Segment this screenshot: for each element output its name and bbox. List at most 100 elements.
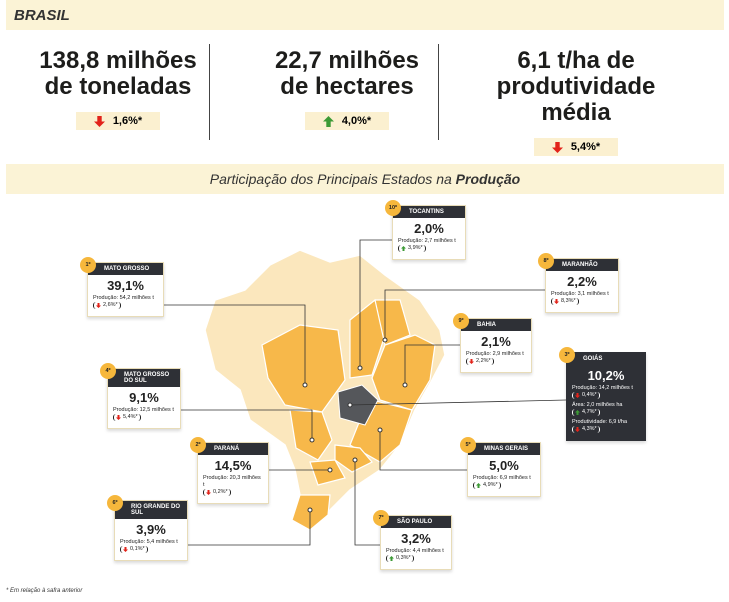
leader-dot <box>307 507 313 513</box>
state-share: 10,2% <box>587 368 625 383</box>
state-rank: 1º <box>80 257 96 273</box>
header-title: BRASIL <box>14 7 70 24</box>
state-detail: Produção: 20,3 milhões t 0,2%* <box>198 475 268 503</box>
trend-arrow <box>469 359 474 364</box>
detail-change: 2,6%* <box>93 302 121 309</box>
leader-dot <box>347 402 353 408</box>
leader-line <box>349 399 567 406</box>
kpi-value: produtividade média <box>496 73 656 126</box>
change-badge: 5,4%* <box>533 138 619 156</box>
state-share: 39,1% <box>107 278 144 293</box>
state-card: 7º SÃO PAULO 3,2% Produção: 4,4 milhões t 0,… <box>373 510 452 570</box>
leader-line <box>359 239 392 368</box>
state-name: MATO GROSSO DO SUL <box>108 369 180 387</box>
state-share: 3,2% <box>401 531 431 546</box>
state-card: 1º MATO GROSSO 39,1% Produção: 54,2 milhões… <box>80 257 164 317</box>
trend-arrow <box>575 427 580 432</box>
state-detail: Área: 2,0 milhões ha 4,7%* <box>567 402 645 419</box>
kpi-value: de toneladas <box>44 73 192 100</box>
detail-text: Produção: 3,1 milhões t <box>551 291 609 297</box>
detail-change: 4,9%* <box>473 482 501 489</box>
state-share: 2,2% <box>567 274 597 289</box>
state-rank: 5º <box>460 437 476 453</box>
trend-arrow <box>551 141 563 153</box>
leader-dot <box>382 337 388 343</box>
header-bar: BRASIL <box>6 0 724 30</box>
trend-arrow <box>116 415 121 420</box>
detail-change: 3,9%* <box>398 245 426 252</box>
state-detail: Produção: 54,2 milhões t 2,6%* <box>88 295 163 316</box>
detail-text: Produção: 2,7 milhões t <box>398 238 456 244</box>
leader-dot <box>302 382 308 388</box>
state-rank: 9º <box>453 313 469 329</box>
detail-change: 8,3%* <box>551 298 579 305</box>
change-text: 1,6%* <box>112 115 143 127</box>
state-detail: Produção: 12,5 milhões t 5,4%* <box>108 407 180 428</box>
detail-change: 0,3%* <box>386 555 414 562</box>
detail-text: Produção: 2,9 milhões t <box>466 351 524 357</box>
detail-change: 0,1%* <box>120 546 148 553</box>
change-text: 4,0%* <box>341 115 372 127</box>
state-shape <box>371 334 436 411</box>
leader-dot <box>327 467 333 473</box>
state-name: MINAS GERAIS <box>468 443 540 455</box>
trend-arrow <box>389 556 394 561</box>
state-shape <box>374 299 411 346</box>
kpi-value: 6,1 t/ha de <box>517 47 635 74</box>
detail-change: 0,4%* <box>572 392 600 399</box>
state-card: 8º MARANHÃO 2,2% Produção: 3,1 milhões t 8,3… <box>538 253 619 313</box>
detail-change: 4,7%* <box>572 409 600 416</box>
change-text: 2,2%* <box>476 358 491 364</box>
detail-change: 4,3%* <box>572 426 600 433</box>
state-card: 4º MATO GROSSO DO SUL 9,1% Produção: 12,5 m… <box>100 363 181 429</box>
leader-dot <box>377 427 383 433</box>
state-share: 5,0% <box>489 458 519 473</box>
divider <box>209 44 210 140</box>
state-name: SÃO PAULO <box>381 516 451 528</box>
state-share: 9,1% <box>129 390 159 405</box>
state-name: PARANÁ <box>198 443 268 455</box>
detail-text: Produção: 5,4 milhões t <box>120 539 178 545</box>
leader-line <box>379 430 467 471</box>
state-share: 2,0% <box>414 221 444 236</box>
change-text: 5,4%* <box>123 414 138 420</box>
state-name: MARANHÃO <box>546 259 618 271</box>
state-detail: Produção: 3,1 milhões t 8,3%* <box>546 291 618 312</box>
state-share: 14,5% <box>214 458 252 473</box>
state-shape <box>309 459 346 486</box>
leader-line <box>179 409 313 440</box>
state-detail: Produção: 5,4 milhões t 0,1%* <box>115 539 187 560</box>
change-text: 0,1%* <box>130 546 145 552</box>
detail-text: Produção: 6,9 milhões t <box>473 475 531 481</box>
detail-text: Produção: 4,4 milhões t <box>386 548 444 554</box>
leader-line <box>384 289 545 340</box>
state-card: 3º GOIÁS 10,2% Produção: 14,2 milhões t 0,4%… <box>559 347 646 441</box>
leader-line <box>186 510 311 546</box>
change-text: 0,3%* <box>396 555 411 561</box>
detail-text: Produção: 54,2 milhões t <box>93 295 154 301</box>
detail-text: Produção: 20,3 milhões t <box>203 475 261 488</box>
state-detail: Produtividade: 6,9 t/ha 4,3%* <box>567 419 645 440</box>
state-rank: 10º <box>385 200 401 216</box>
detail-change: 5,4%* <box>113 414 141 421</box>
state-shape <box>289 409 333 461</box>
trend-arrow <box>554 299 559 304</box>
leader-dot <box>402 382 408 388</box>
state-detail: Produção: 2,7 milhões t 3,9%* <box>393 238 465 259</box>
leader-dot <box>352 457 358 463</box>
change-text: 0,2%* <box>213 489 228 495</box>
trend-arrow <box>123 547 128 552</box>
state-card: 6º RIO GRANDE DO SUL 3,9% Produção: 5,4 mil… <box>107 495 188 561</box>
state-share: 2,1% <box>481 334 511 349</box>
state-detail: Produção: 6,9 milhões t 4,9%* <box>468 475 540 496</box>
state-card: 2º PARANÁ 14,5% Produção: 20,3 milhões t 0,2… <box>190 437 269 504</box>
leader-line <box>404 344 460 385</box>
state-share: 3,9% <box>136 522 166 537</box>
state-card: 5º MINAS GERAIS 5,0% Produção: 6,9 milhões … <box>460 437 541 497</box>
kpi-value: de hectares <box>280 73 414 100</box>
change-text: 4,9%* <box>483 482 498 488</box>
state-rank: 6º <box>107 495 123 511</box>
kpi: 22,7 milhões de hectares 4,0%* <box>233 48 461 132</box>
